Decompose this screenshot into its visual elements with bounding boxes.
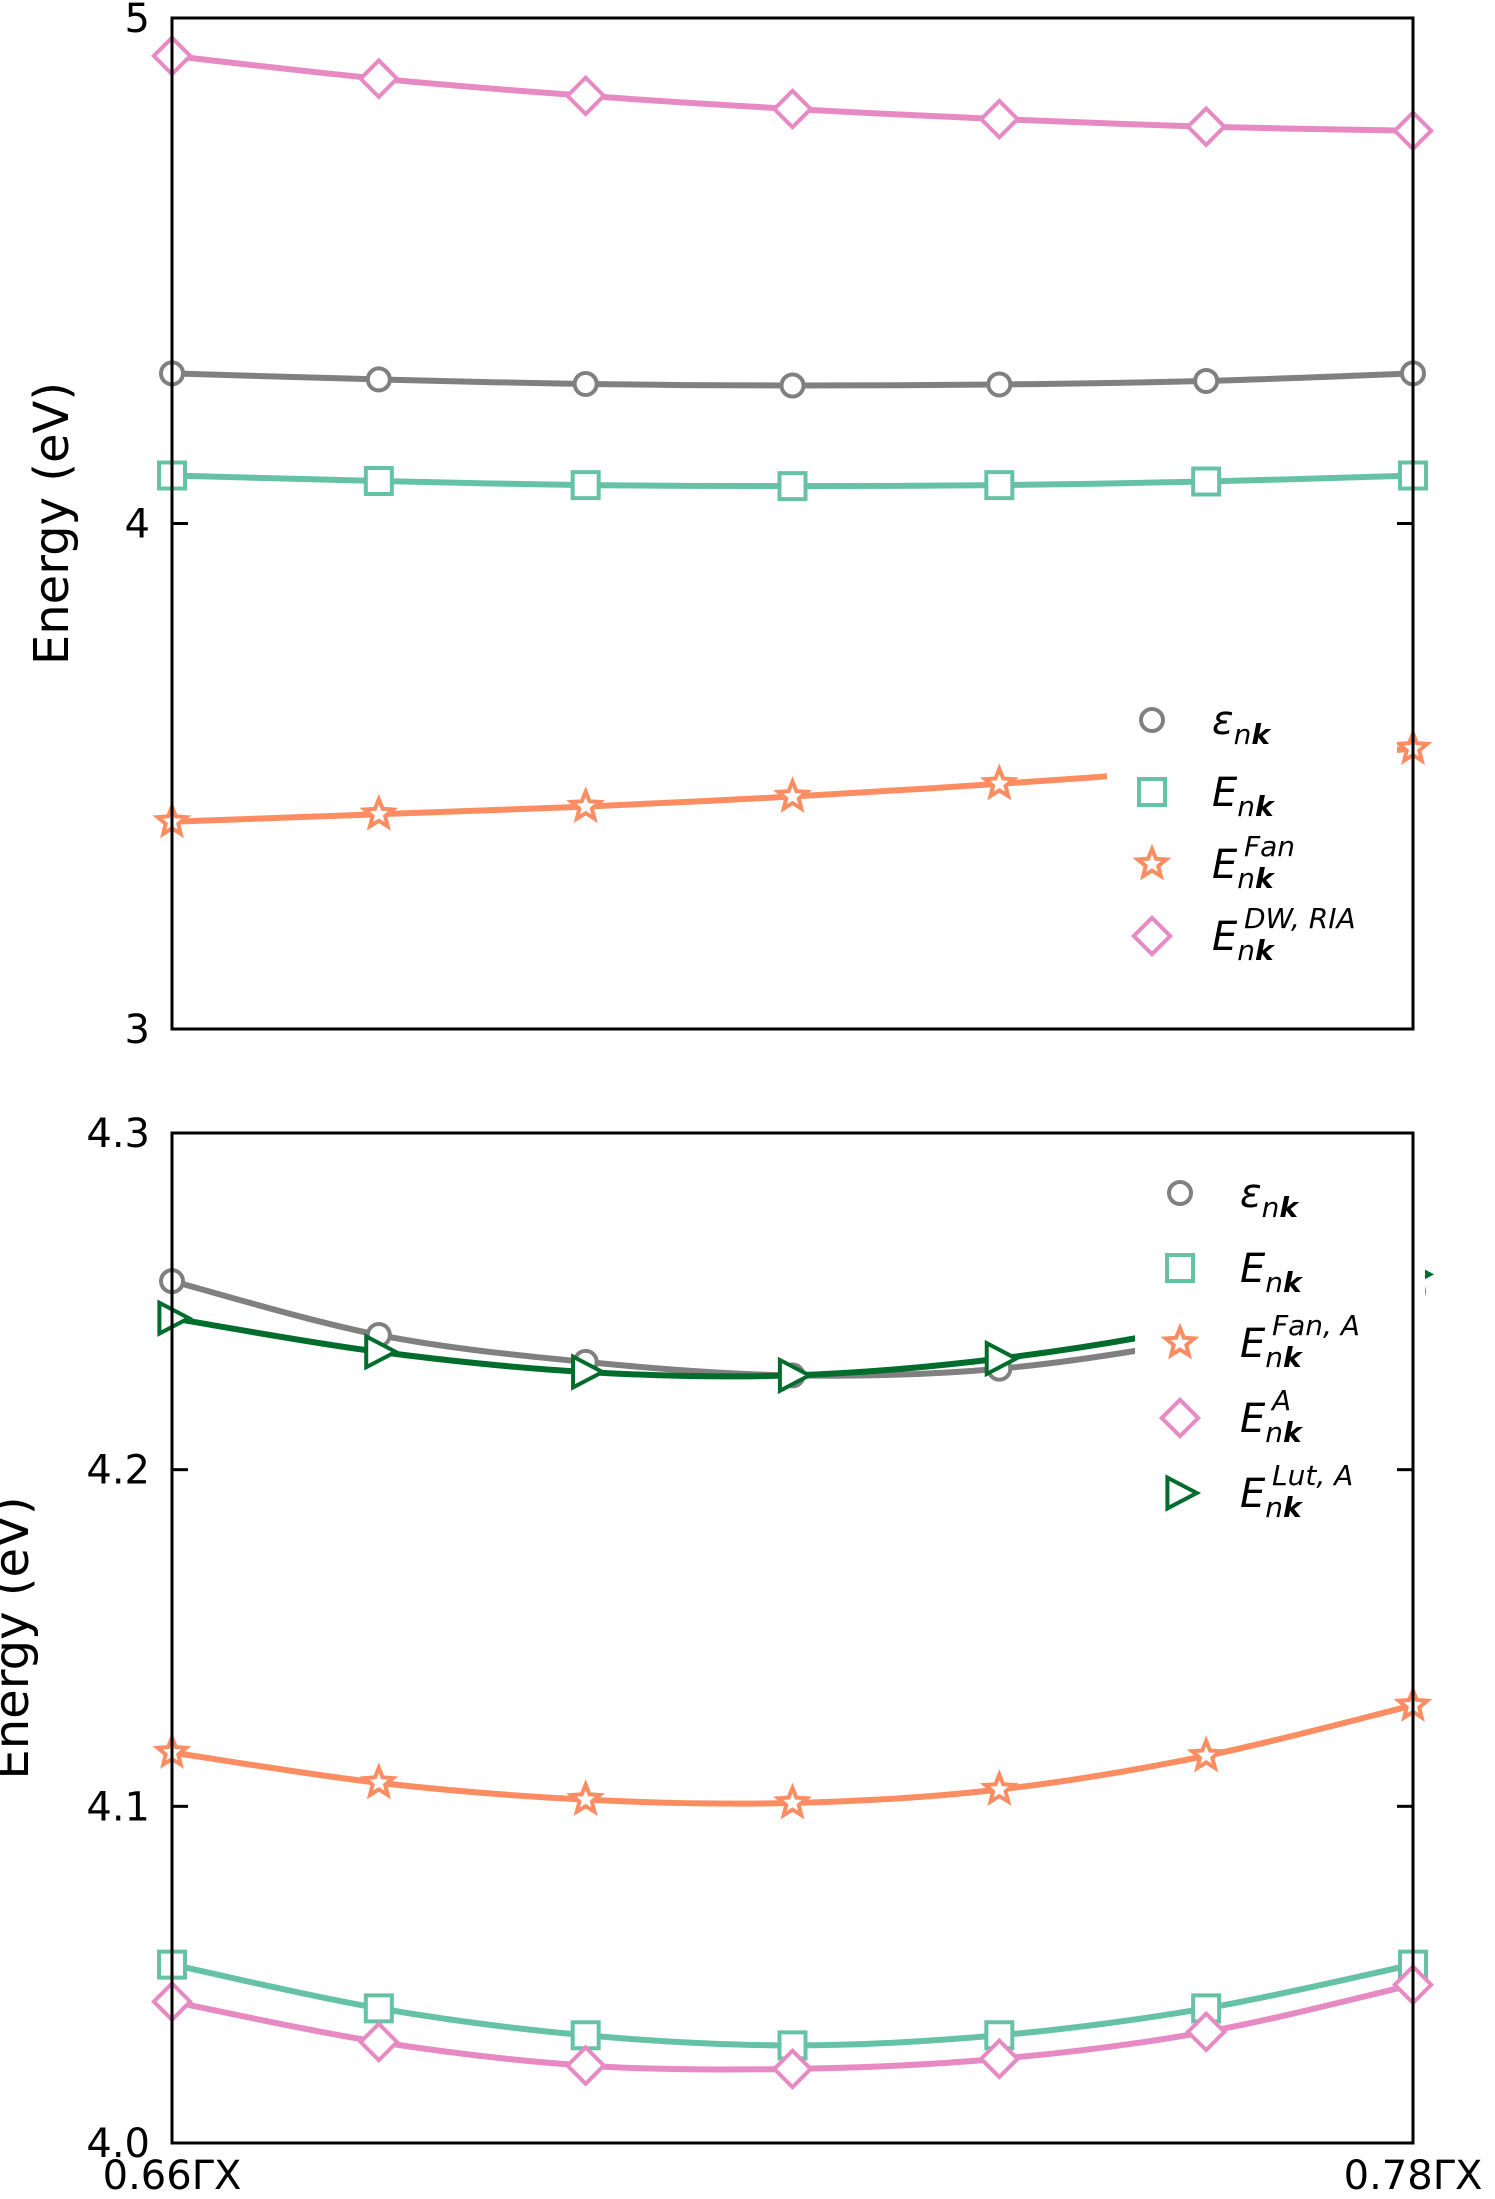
- legend-marker: [1132, 843, 1172, 881]
- legend-marker: [1160, 1322, 1200, 1360]
- data-point: [359, 793, 399, 831]
- legend-marker: [1130, 914, 1174, 958]
- legend-marker: [1165, 1474, 1202, 1512]
- legend-item-label: Enk: [1240, 1246, 1304, 1299]
- legend-marker: [1167, 1180, 1193, 1206]
- data-point: [986, 371, 1013, 398]
- data-point: [357, 57, 400, 100]
- data-point: [364, 1333, 400, 1371]
- data-point: [359, 1762, 399, 1800]
- data-point: [566, 786, 605, 824]
- data-point: [570, 470, 601, 501]
- data-point: [357, 2020, 400, 2064]
- x-tick-label: 0.66ΓX: [103, 2153, 242, 2199]
- data-point: [979, 1769, 1019, 1806]
- legend-item-label: Enk: [1240, 1471, 1304, 1524]
- data-point: [771, 87, 814, 131]
- data-point: [984, 2020, 1015, 2051]
- legend-marker: [1165, 1253, 1195, 1283]
- legend-marker: [1158, 1396, 1202, 1440]
- data-point: [980, 763, 1019, 801]
- data-point: [1193, 367, 1220, 394]
- data-point: [363, 1993, 394, 2024]
- y-tick-label: 4.1: [86, 1784, 150, 1830]
- y-tick-label: 4.0: [86, 2121, 150, 2167]
- data-point: [570, 2020, 601, 2051]
- data-point: [773, 1782, 812, 1820]
- legend-item-superscript: Fan, A: [1272, 1309, 1360, 1342]
- legend-item-label: Enk: [1240, 1321, 1304, 1374]
- data-point: [978, 2037, 1021, 2080]
- data-point: [978, 98, 1021, 141]
- data-point: [1185, 2010, 1228, 2053]
- data-point: [777, 1356, 814, 1395]
- y-tick-label: 4.3: [86, 1111, 150, 1157]
- data-point: [777, 471, 808, 502]
- y-tick-label: 5: [125, 0, 150, 42]
- legend-item-superscript: DW, RIA: [1244, 902, 1356, 935]
- y-tick-label: 3: [125, 1007, 150, 1053]
- y-axis-label: Energy (eV): [24, 382, 80, 665]
- data-point: [157, 1299, 194, 1337]
- series-bottom-2: [152, 1684, 1433, 1820]
- y-tick-label: 4.2: [86, 1448, 150, 1494]
- legend-item-label: Enk: [1212, 770, 1276, 823]
- data-point: [564, 2044, 607, 2087]
- data-point: [571, 1353, 607, 1391]
- legend-item-superscript: Lut, A: [1272, 1459, 1353, 1492]
- data-point: [566, 1779, 606, 1817]
- y-tick-label: 4: [125, 502, 150, 548]
- data-point: [564, 74, 607, 117]
- legend-item-label: Enk: [1212, 842, 1276, 895]
- legend-item-superscript: A: [1270, 1384, 1291, 1417]
- data-point: [777, 2030, 808, 2061]
- data-point: [1186, 1735, 1226, 1773]
- series-bottom-3: [150, 1963, 1435, 2090]
- data-point: [773, 776, 812, 813]
- data-point: [365, 366, 392, 393]
- data-point: [1185, 105, 1228, 148]
- data-point: [771, 2047, 814, 2090]
- series-top-0: [159, 360, 1426, 399]
- x-tick-label: 0.78ΓX: [1344, 2153, 1483, 2199]
- legend-item-label: Enk: [1240, 1396, 1304, 1449]
- data-point: [984, 1339, 1021, 1378]
- legend-item-superscript: Fan: [1244, 830, 1295, 863]
- series-bottom-1: [157, 1949, 1428, 2061]
- plot-frame: [170, 1131, 1415, 2145]
- series-top-3: [150, 34, 1435, 152]
- data-point: [572, 370, 599, 397]
- legend-marker: [1137, 777, 1167, 807]
- legend-item-label: Enk: [1212, 914, 1276, 967]
- data-point: [779, 372, 806, 399]
- data-point: [984, 470, 1015, 501]
- legend-marker: [1139, 707, 1165, 733]
- legend-item-label: εnk: [1212, 698, 1272, 751]
- data-point: [1191, 466, 1222, 497]
- series-top-1: [157, 460, 1428, 502]
- y-axis-label: Energy (eV): [0, 1496, 40, 1779]
- data-point: [1191, 1993, 1222, 2024]
- legend-item-label: εnk: [1240, 1171, 1300, 1224]
- data-point: [363, 466, 394, 497]
